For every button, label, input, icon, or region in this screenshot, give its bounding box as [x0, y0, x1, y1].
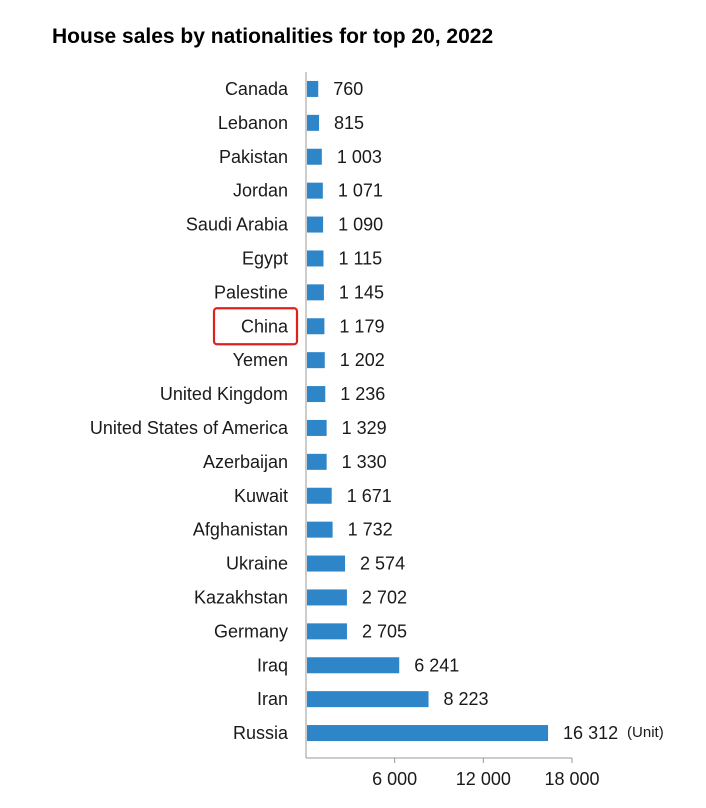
x-tick-label: 6 000 — [372, 769, 417, 789]
value-label-azerbaijan: 1 330 — [342, 452, 387, 472]
category-label-yemen: Yemen — [233, 350, 288, 370]
bar-palestine — [307, 284, 324, 301]
labels-layer: Canada 760 Lebanon 815 Pakistan 1 003 Jordan 1 … — [90, 79, 664, 743]
category-label-ukraine: Ukraine — [226, 554, 288, 574]
ticks-layer: 6 000 12 000 18 000 — [372, 758, 600, 789]
value-label-china: 1 179 — [339, 316, 384, 336]
value-label-russia: 16 312 — [563, 723, 618, 743]
category-label-jordan: Jordan — [233, 181, 288, 201]
unit-label: (Unit) — [627, 724, 664, 741]
bar-saudi-arabia — [307, 216, 324, 233]
value-label-egypt: 1 115 — [338, 248, 382, 268]
category-label-canada: Canada — [225, 79, 289, 99]
value-label-united-kingdom: 1 236 — [340, 384, 385, 404]
value-label-kuwait: 1 671 — [347, 486, 392, 506]
value-label-iran: 8 223 — [444, 689, 489, 709]
bar-ukraine — [307, 555, 346, 572]
category-label-palestine: Palestine — [214, 282, 288, 302]
category-label-united-kingdom: United Kingdom — [160, 384, 288, 404]
category-label-egypt: Egypt — [242, 248, 288, 268]
highlight-box — [212, 307, 299, 346]
value-label-iraq: 6 241 — [414, 655, 459, 675]
value-label-jordan: 1 071 — [338, 181, 383, 201]
bar-azerbaijan — [307, 453, 327, 470]
category-label-kazakhstan: Kazakhstan — [194, 587, 288, 607]
value-label-lebanon: 815 — [334, 113, 364, 133]
category-label-iraq: Iraq — [257, 655, 288, 675]
value-label-united-states-of-america: 1 329 — [342, 418, 387, 438]
category-label-azerbaijan: Azerbaijan — [203, 452, 288, 472]
category-label-saudi-arabia: Saudi Arabia — [186, 215, 289, 235]
category-label-russia: Russia — [233, 723, 289, 743]
category-label-pakistan: Pakistan — [219, 147, 288, 167]
category-label-iran: Iran — [257, 689, 288, 709]
value-label-afghanistan: 1 732 — [348, 520, 393, 540]
value-label-yemen: 1 202 — [340, 350, 385, 370]
bar-pakistan — [307, 148, 322, 165]
bar-china — [307, 318, 325, 335]
value-label-ukraine: 2 574 — [360, 554, 405, 574]
value-label-canada: 760 — [333, 79, 363, 99]
bar-united-states-of-america — [307, 419, 327, 436]
bars-layer — [307, 80, 549, 742]
bar-united-kingdom — [307, 386, 326, 403]
bar-canada — [307, 80, 319, 97]
bar-lebanon — [307, 114, 320, 131]
value-label-palestine: 1 145 — [339, 282, 384, 302]
category-label-china: China — [241, 316, 289, 336]
value-label-kazakhstan: 2 702 — [362, 587, 407, 607]
bar-kuwait — [307, 487, 332, 504]
value-label-saudi-arabia: 1 090 — [338, 215, 383, 235]
category-label-lebanon: Lebanon — [218, 113, 288, 133]
bar-jordan — [307, 182, 323, 199]
category-label-kuwait: Kuwait — [234, 486, 288, 506]
bar-iran — [307, 691, 429, 708]
category-label-germany: Germany — [214, 621, 288, 641]
x-tick-label: 12 000 — [456, 769, 511, 789]
bar-russia — [307, 725, 549, 742]
category-label-afghanistan: Afghanistan — [193, 520, 288, 540]
value-label-pakistan: 1 003 — [337, 147, 382, 167]
bar-yemen — [307, 352, 325, 369]
bar-iraq — [307, 657, 400, 674]
value-label-germany: 2 705 — [362, 621, 407, 641]
bar-germany — [307, 623, 347, 640]
category-label-united-states-of-america: United States of America — [90, 418, 289, 438]
bar-egypt — [307, 250, 324, 267]
x-tick-label: 18 000 — [544, 769, 599, 789]
bar-kazakhstan — [307, 589, 347, 606]
bar-afghanistan — [307, 521, 333, 538]
chart-title: House sales by nationalities for top 20,… — [52, 25, 493, 48]
